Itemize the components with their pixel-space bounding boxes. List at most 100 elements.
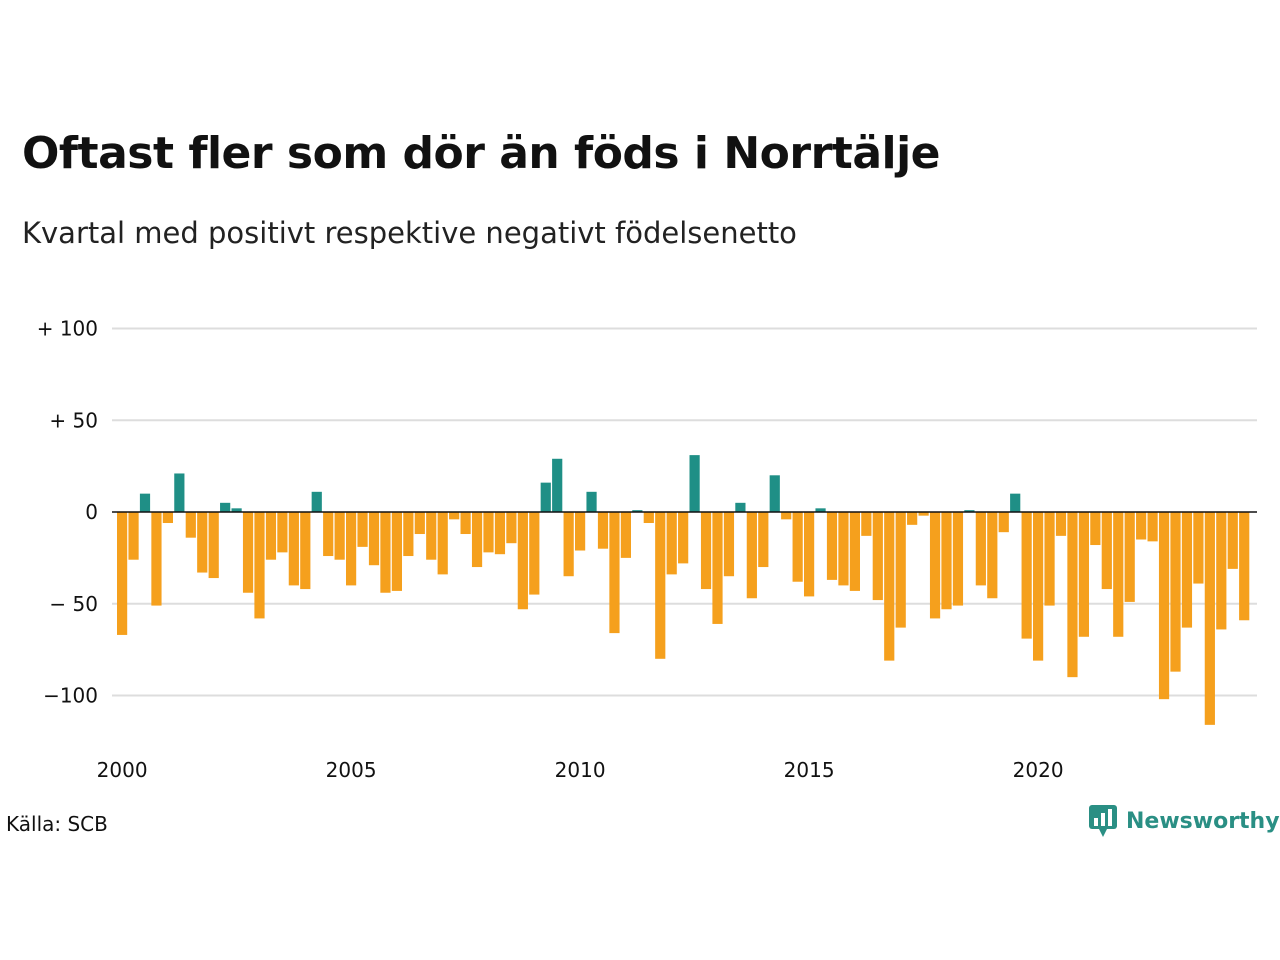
bar xyxy=(311,491,322,512)
bar xyxy=(460,512,471,535)
bar xyxy=(620,512,631,558)
bar xyxy=(781,512,792,520)
brand-logo: Newsworthy xyxy=(1088,804,1280,838)
bar xyxy=(1124,512,1135,602)
bar xyxy=(1090,512,1101,546)
bar xyxy=(975,512,986,586)
bar xyxy=(609,512,620,634)
bar xyxy=(723,512,735,577)
bar xyxy=(506,512,517,544)
bar xyxy=(700,512,712,590)
source-note: Källa: SCB xyxy=(6,812,108,836)
bar xyxy=(632,510,643,512)
bar xyxy=(666,512,677,575)
bar xyxy=(678,512,689,564)
bar xyxy=(494,512,506,555)
x-tick-label: 2000 xyxy=(97,758,148,782)
x-tick-label: 2020 xyxy=(1013,758,1064,782)
y-tick-label: − 50 xyxy=(49,592,98,616)
bar xyxy=(1078,512,1089,637)
bar xyxy=(872,512,883,601)
bar xyxy=(529,512,540,595)
bar xyxy=(185,512,196,538)
bar xyxy=(380,512,391,593)
bar xyxy=(575,512,586,551)
bar xyxy=(1147,512,1158,542)
bar xyxy=(952,512,964,606)
bar xyxy=(242,512,254,593)
bar xyxy=(540,482,551,512)
bar xyxy=(437,512,448,575)
bar xyxy=(1010,493,1021,512)
bar xyxy=(300,512,311,590)
bar xyxy=(746,512,757,599)
bar xyxy=(357,512,368,547)
bar xyxy=(689,455,700,512)
bar xyxy=(449,512,460,520)
chart-title: Oftast fler som dör än föds i Norrtälje xyxy=(22,128,941,179)
bars xyxy=(117,455,1250,725)
bar xyxy=(334,512,345,560)
bar xyxy=(929,512,941,619)
bar xyxy=(483,512,494,553)
bar xyxy=(162,512,173,524)
x-tick-label: 2005 xyxy=(326,758,377,782)
bar xyxy=(277,512,288,553)
bar xyxy=(792,512,803,582)
gridlines xyxy=(112,327,1257,697)
bar-chart: + 100 + 50 0 − 50 −100 2000 2005 2010 2015 2020 xyxy=(37,317,1257,782)
bar xyxy=(643,512,654,524)
bar xyxy=(769,475,780,512)
bar xyxy=(758,512,769,568)
bar xyxy=(964,510,975,512)
bar xyxy=(804,512,815,597)
bar xyxy=(231,508,242,512)
bar xyxy=(323,512,334,557)
x-tick-label: 2015 xyxy=(784,758,835,782)
bar xyxy=(735,502,746,512)
bar xyxy=(998,512,1009,533)
bar xyxy=(1239,512,1250,621)
bar xyxy=(517,512,528,610)
bar xyxy=(838,512,849,586)
y-tick-label: 0 xyxy=(85,500,98,524)
bar xyxy=(815,508,826,512)
bar xyxy=(552,458,563,512)
bar xyxy=(208,512,219,579)
bar xyxy=(1158,512,1170,700)
bar xyxy=(1055,512,1067,536)
bar xyxy=(861,512,872,536)
bar xyxy=(265,512,277,560)
bar xyxy=(1113,512,1124,637)
bar xyxy=(174,473,185,512)
bar xyxy=(1227,512,1238,569)
bar xyxy=(391,512,402,591)
y-axis-ticks: + 100 + 50 0 − 50 −100 xyxy=(37,317,98,708)
bar xyxy=(220,502,231,512)
brand-name: Newsworthy xyxy=(1126,808,1280,834)
y-tick-label: + 100 xyxy=(37,317,98,341)
bar xyxy=(987,512,998,599)
newsworthy-logo-icon xyxy=(1089,805,1117,837)
bar xyxy=(1067,512,1078,678)
bar xyxy=(1204,512,1215,725)
bar xyxy=(1181,512,1193,628)
bar xyxy=(597,512,609,549)
bar xyxy=(1193,512,1204,584)
bar xyxy=(1101,512,1112,590)
bar xyxy=(907,512,918,525)
bar xyxy=(586,491,597,512)
bar xyxy=(346,512,357,586)
bar xyxy=(826,512,838,580)
bar xyxy=(128,512,139,560)
bar xyxy=(918,512,929,516)
y-tick-label: + 50 xyxy=(49,408,98,432)
bar xyxy=(197,512,208,573)
bar xyxy=(712,512,723,624)
bar xyxy=(151,512,162,606)
bar xyxy=(403,512,414,557)
bar xyxy=(254,512,265,619)
bar xyxy=(368,512,380,566)
bar xyxy=(1021,512,1032,639)
bar xyxy=(1033,512,1044,661)
